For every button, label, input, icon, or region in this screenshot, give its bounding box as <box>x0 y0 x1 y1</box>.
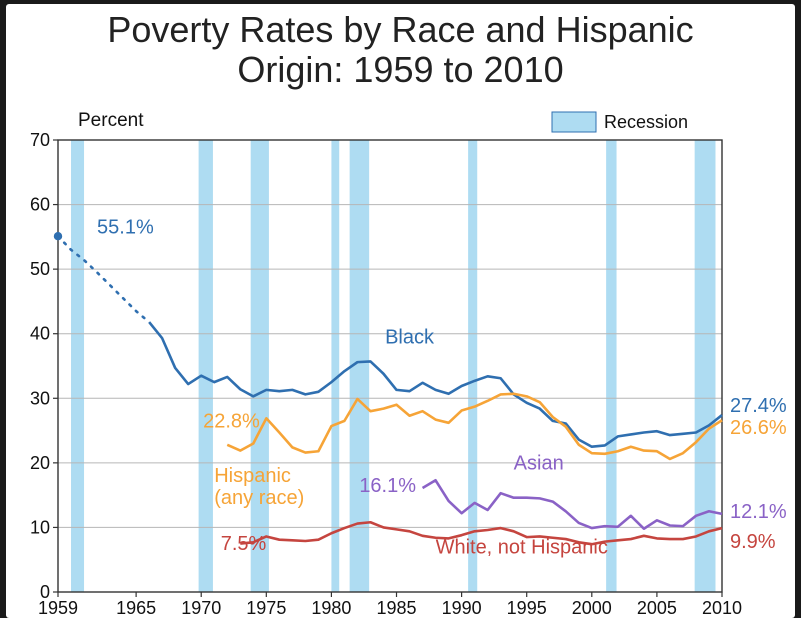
x-tick-label: 1975 <box>246 598 286 618</box>
y-tick-label: 10 <box>30 517 50 537</box>
series-hispanic-end-label: 26.6% <box>730 417 787 439</box>
y-tick-label: 40 <box>30 324 50 344</box>
series-white-label: White, not Hispanic <box>436 536 608 558</box>
series-black-label: Black <box>385 326 435 348</box>
y-tick-label: 70 <box>30 130 50 150</box>
chart-area: 0102030405060701959196519701975198019851… <box>6 102 795 618</box>
recession-band <box>695 140 716 592</box>
series-white-end-label: 9.9% <box>730 531 776 553</box>
recession-band <box>71 140 84 592</box>
chart-title-line2: Origin: 1959 to 2010 <box>237 49 563 90</box>
x-tick-label: 1985 <box>376 598 416 618</box>
y-tick-label: 30 <box>30 388 50 408</box>
series-black-start-callout: 55.1% <box>97 217 154 239</box>
x-tick-label: 2010 <box>702 598 742 618</box>
recession-band <box>468 140 477 592</box>
x-tick-label: 2005 <box>637 598 677 618</box>
x-tick-label: 1970 <box>181 598 221 618</box>
series-black-start-marker <box>54 232 62 240</box>
x-tick-label: 1990 <box>442 598 482 618</box>
series-black-end-label: 27.4% <box>730 395 787 417</box>
legend-label-recession: Recession <box>604 112 688 132</box>
chart-title: Poverty Rates by Race and Hispanic Origi… <box>6 10 795 89</box>
recession-band <box>199 140 213 592</box>
x-tick-label: 1980 <box>311 598 351 618</box>
series-white-start-callout: 7.5% <box>221 533 267 555</box>
y-axis-title: Percent <box>78 110 144 131</box>
series-hispanic-label-line1: Hispanic <box>214 465 291 487</box>
y-tick-label: 20 <box>30 453 50 473</box>
x-tick-label: 2000 <box>572 598 612 618</box>
legend-swatch-recession <box>552 112 596 132</box>
x-tick-label: 1995 <box>507 598 547 618</box>
series-asian-label: Asian <box>514 452 564 474</box>
y-tick-label: 50 <box>30 259 50 279</box>
recession-band <box>606 140 616 592</box>
series-asian <box>423 480 722 528</box>
series-asian-start-callout: 16.1% <box>359 475 416 497</box>
x-tick-label: 1959 <box>38 598 78 618</box>
y-tick-label: 60 <box>30 195 50 215</box>
recession-band <box>331 140 339 592</box>
x-tick-label: 1965 <box>116 598 156 618</box>
series-asian-end-label: 12.1% <box>730 501 787 523</box>
series-hispanic-label-line2: (any race) <box>214 487 304 509</box>
series-hispanic-start-callout: 22.8% <box>203 410 260 432</box>
chart-title-line1: Poverty Rates by Race and Hispanic <box>107 9 693 50</box>
recession-band <box>251 140 269 592</box>
